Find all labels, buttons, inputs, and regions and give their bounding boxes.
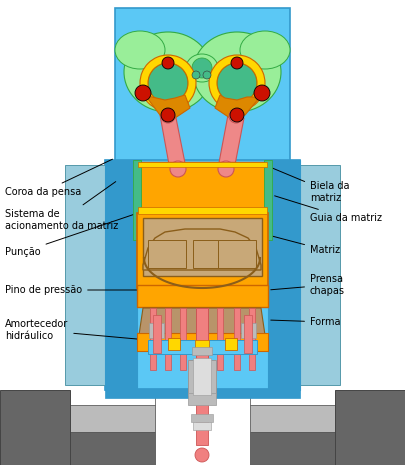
Bar [137, 285, 268, 307]
Bar [193, 358, 211, 395]
Circle shape [148, 63, 188, 103]
Ellipse shape [211, 58, 263, 106]
Bar [155, 395, 250, 465]
Bar [264, 160, 272, 240]
Bar [241, 323, 256, 338]
Bar [25, 405, 380, 432]
Circle shape [195, 448, 209, 462]
Ellipse shape [193, 32, 281, 112]
Bar [138, 162, 267, 214]
Polygon shape [145, 95, 190, 118]
Ellipse shape [115, 31, 165, 69]
Bar [225, 338, 237, 350]
Circle shape [231, 57, 243, 69]
Circle shape [170, 161, 186, 177]
Bar [193, 240, 231, 268]
Bar [188, 393, 216, 405]
Bar [217, 308, 223, 370]
Bar [249, 308, 255, 370]
Bar [149, 323, 164, 338]
Polygon shape [139, 308, 265, 335]
Bar [218, 240, 256, 268]
Bar [268, 160, 300, 390]
Bar [138, 162, 267, 167]
Circle shape [218, 161, 234, 177]
Bar [153, 315, 161, 353]
Polygon shape [215, 95, 260, 118]
Circle shape [192, 58, 212, 78]
Text: Pino de pressão: Pino de pressão [5, 285, 140, 295]
Bar [137, 333, 268, 351]
Bar [0, 430, 405, 465]
Bar [0, 390, 70, 465]
Text: Punção: Punção [5, 214, 135, 257]
Circle shape [203, 71, 211, 79]
Polygon shape [218, 115, 244, 170]
Bar [191, 414, 213, 422]
Circle shape [162, 57, 174, 69]
Bar [244, 315, 252, 353]
Text: Biela da
matriz: Biela da matriz [268, 166, 350, 203]
Bar [148, 340, 257, 354]
Bar [137, 160, 268, 388]
Bar [65, 165, 105, 385]
Bar [165, 308, 171, 370]
Bar [105, 160, 300, 390]
Ellipse shape [124, 32, 212, 112]
Bar [115, 8, 290, 160]
Circle shape [161, 109, 175, 123]
Ellipse shape [142, 58, 194, 106]
Circle shape [230, 108, 244, 122]
Text: Matriz: Matriz [271, 236, 340, 255]
Polygon shape [143, 229, 261, 270]
Bar [300, 165, 340, 385]
Text: Sistema de
acionamento da matriz: Sistema de acionamento da matriz [5, 182, 118, 231]
Text: Guia da matriz: Guia da matriz [275, 196, 382, 223]
Bar [105, 160, 137, 390]
Bar [195, 340, 209, 350]
Bar [193, 422, 211, 430]
Circle shape [135, 85, 151, 101]
Text: Coroa da pensa: Coroa da pensa [5, 159, 113, 197]
Bar [105, 388, 300, 398]
Circle shape [254, 85, 270, 101]
Bar [234, 308, 240, 370]
Ellipse shape [240, 31, 290, 69]
Text: Forma: Forma [271, 317, 341, 327]
Bar [180, 308, 186, 370]
Bar [138, 207, 267, 214]
Bar [143, 218, 262, 276]
Bar [188, 360, 216, 395]
Ellipse shape [186, 54, 218, 82]
Bar [137, 213, 268, 288]
Bar [335, 390, 405, 465]
Bar [148, 240, 186, 268]
Bar [196, 308, 208, 388]
Bar [196, 393, 208, 445]
Text: Prensa
chapas: Prensa chapas [271, 274, 345, 296]
Bar [150, 308, 156, 370]
Circle shape [192, 71, 200, 79]
Bar [168, 338, 180, 350]
Circle shape [229, 109, 243, 123]
Bar [133, 160, 141, 240]
Polygon shape [160, 115, 186, 170]
Circle shape [161, 108, 175, 122]
Text: Amortecedor
hidráulico: Amortecedor hidráulico [5, 319, 145, 341]
Bar [192, 347, 212, 355]
Circle shape [217, 63, 257, 103]
